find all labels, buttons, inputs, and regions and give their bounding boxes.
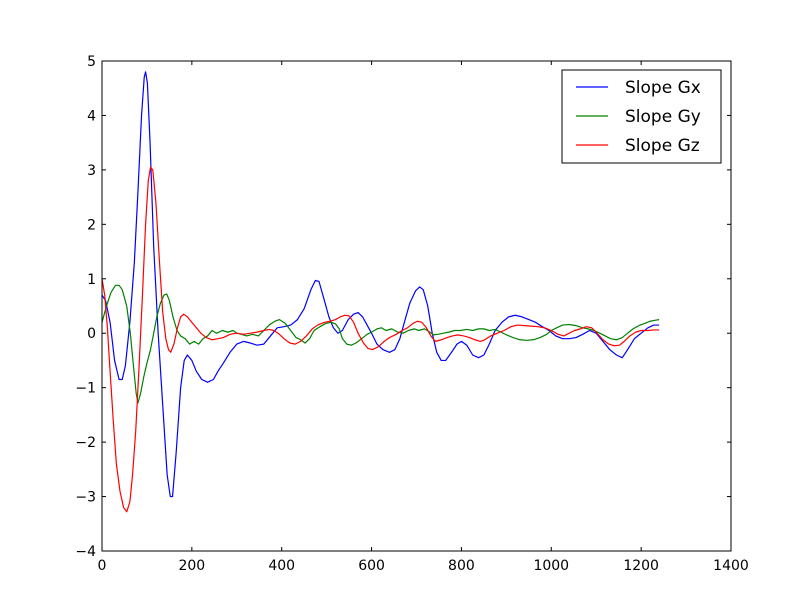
x-tick-label: 600 bbox=[358, 558, 385, 574]
legend-label: Slope Gz bbox=[625, 136, 700, 156]
x-tick-label: 1200 bbox=[623, 558, 659, 574]
legend: Slope Gx Slope Gy Slope Gz bbox=[561, 69, 722, 164]
x-tick-label: 1400 bbox=[713, 558, 749, 574]
y-tick-label: 4 bbox=[87, 108, 96, 124]
y-tick-label: −2 bbox=[75, 435, 96, 451]
series-layer bbox=[102, 71, 660, 513]
legend-label: Slope Gy bbox=[625, 107, 701, 127]
y-tick-label: 0 bbox=[87, 326, 96, 342]
x-tick-label: 1000 bbox=[533, 558, 569, 574]
y-tick-label: 5 bbox=[87, 54, 96, 70]
legend-box bbox=[561, 69, 722, 164]
y-tick-label: −3 bbox=[75, 490, 96, 506]
ticks-layer: 0 200 400 600 800 1000 1200 1400 −4 −3 −2 −1 0 1 2 3 4 5 bbox=[75, 54, 748, 574]
y-tick-label: 2 bbox=[87, 217, 96, 233]
series-line-slope-gz bbox=[102, 166, 660, 513]
x-tick-label: 200 bbox=[178, 558, 205, 574]
x-tick-label: 800 bbox=[448, 558, 475, 574]
series-line-slope-gy bbox=[102, 284, 660, 404]
y-tick-label: 3 bbox=[87, 163, 96, 179]
legend-label: Slope Gx bbox=[625, 78, 701, 98]
x-tick-label: 400 bbox=[268, 558, 295, 574]
y-tick-label: 1 bbox=[87, 272, 96, 288]
plot-frame bbox=[101, 60, 732, 552]
y-tick-label: −4 bbox=[75, 544, 96, 560]
y-tick-label: −1 bbox=[75, 381, 96, 397]
x-tick-label: 0 bbox=[98, 558, 107, 574]
